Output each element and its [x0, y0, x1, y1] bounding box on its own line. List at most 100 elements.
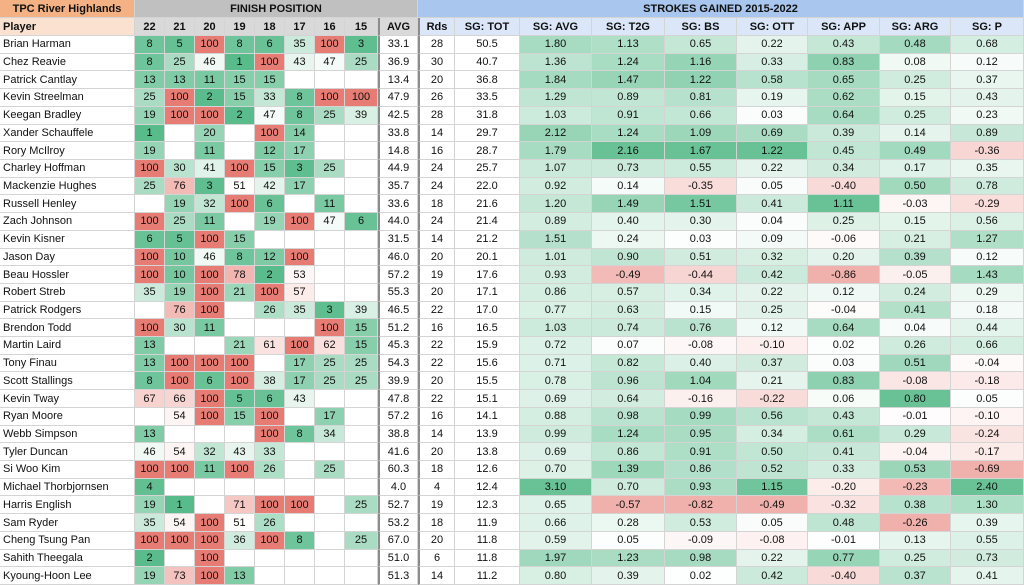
- player-name: Zach Johnson: [0, 213, 135, 231]
- rounds-cell: 22: [418, 337, 455, 355]
- finish-cell: [285, 71, 315, 90]
- avg-cell: 52.7: [378, 496, 418, 515]
- finish-cell: 62: [315, 337, 345, 355]
- finish-cell: [255, 478, 285, 497]
- finish-cell: 17: [285, 372, 315, 391]
- finish-cell: 15: [345, 319, 378, 338]
- sg-cell: 14.1: [455, 407, 520, 426]
- sg-cell: 0.43: [951, 89, 1024, 107]
- finish-cell: 8: [135, 372, 165, 391]
- finish-cell: [315, 177, 345, 196]
- sg-cell: 0.40: [592, 213, 665, 231]
- finish-cell: 25: [345, 531, 378, 550]
- column-header: 20: [195, 18, 225, 36]
- sg-cell: 1.27: [951, 230, 1024, 249]
- sg-cell: 0.39: [951, 514, 1024, 532]
- player-name: Ryan Moore: [0, 407, 135, 426]
- finish-cell: [345, 443, 378, 462]
- avg-cell: 45.3: [378, 337, 418, 355]
- sg-cell: 0.52: [737, 461, 808, 479]
- sg-cell: 17.0: [455, 301, 520, 320]
- finish-cell: 100: [165, 89, 195, 107]
- finish-cell: [285, 195, 315, 214]
- finish-cell: 100: [195, 354, 225, 373]
- finish-cell: [225, 142, 255, 160]
- finish-cell: 35: [285, 301, 315, 320]
- rounds-cell: 20: [418, 248, 455, 267]
- sg-cell: 1.23: [592, 549, 665, 568]
- sg-cell: 0.68: [951, 36, 1024, 54]
- finish-cell: 25: [345, 496, 378, 515]
- sg-cell: 17.1: [455, 283, 520, 302]
- finish-cell: 100: [285, 248, 315, 267]
- sg-cell: -0.03: [880, 195, 951, 214]
- finish-cell: 54: [165, 443, 195, 462]
- player-name: Webb Simpson: [0, 425, 135, 444]
- finish-cell: [285, 461, 315, 479]
- avg-cell: 4.0: [378, 478, 418, 497]
- sg-cell: 15.6: [455, 354, 520, 373]
- rounds-cell: 24: [418, 213, 455, 231]
- sg-cell: 1.51: [520, 230, 592, 249]
- avg-cell: 33.6: [378, 195, 418, 214]
- column-header: SG: TOT: [455, 18, 520, 36]
- finish-cell: [315, 124, 345, 143]
- rounds-cell: 26: [418, 89, 455, 107]
- sg-cell: -0.44: [665, 266, 737, 284]
- sg-cell: 0.56: [737, 407, 808, 426]
- sg-cell: 0.56: [951, 213, 1024, 231]
- sg-cell: 0.24: [592, 230, 665, 249]
- finish-cell: 11: [195, 71, 225, 90]
- finish-cell: [225, 319, 255, 338]
- avg-cell: 44.9: [378, 159, 418, 178]
- rounds-cell: 16: [418, 142, 455, 160]
- sg-cell: 0.64: [592, 390, 665, 408]
- player-name: Sam Ryder: [0, 514, 135, 532]
- finish-cell: 36: [225, 531, 255, 550]
- sg-cell: 0.93: [520, 266, 592, 284]
- sg-cell: 3.10: [520, 478, 592, 497]
- finish-cell: [225, 124, 255, 143]
- avg-cell: 35.7: [378, 177, 418, 196]
- sg-cell: 1.04: [665, 372, 737, 391]
- finish-cell: 5: [225, 390, 255, 408]
- finish-cell: 11: [195, 213, 225, 231]
- finish-cell: 26: [255, 514, 285, 532]
- avg-cell: 67.0: [378, 531, 418, 550]
- finish-cell: 38: [255, 372, 285, 391]
- sg-cell: 21.2: [455, 230, 520, 249]
- sg-cell: 0.07: [592, 337, 665, 355]
- column-header: 15: [345, 18, 378, 36]
- sg-cell: 0.45: [808, 142, 880, 160]
- finish-cell: 11: [195, 461, 225, 479]
- finish-cell: 100: [255, 531, 285, 550]
- finish-cell: 76: [165, 301, 195, 320]
- finish-cell: 46: [195, 248, 225, 267]
- finish-cell: 3: [285, 159, 315, 178]
- finish-cell: 57: [285, 283, 315, 302]
- sg-cell: 25.7: [455, 159, 520, 178]
- sg-cell: 28.7: [455, 142, 520, 160]
- sg-cell: 1.49: [592, 195, 665, 214]
- sg-cell: 0.13: [880, 531, 951, 550]
- sg-cell: 12.3: [455, 496, 520, 515]
- finish-cell: 100: [285, 496, 315, 515]
- finish-cell: [315, 71, 345, 90]
- finish-cell: 8: [285, 89, 315, 107]
- finish-cell: [345, 71, 378, 90]
- sg-cell: -0.29: [951, 195, 1024, 214]
- sg-cell: 0.78: [520, 372, 592, 391]
- finish-cell: [285, 478, 315, 497]
- sg-cell: 0.05: [592, 531, 665, 550]
- sg-cell: 0.37: [951, 71, 1024, 90]
- player-name: Kyoung-Hoon Lee: [0, 567, 135, 585]
- finish-cell: [285, 230, 315, 249]
- finish-cell: 100: [135, 159, 165, 178]
- player-name: Harris English: [0, 496, 135, 515]
- sg-cell: 13.8: [455, 443, 520, 462]
- finish-cell: 19: [165, 283, 195, 302]
- finish-cell: [135, 195, 165, 214]
- sg-cell: -0.04: [951, 354, 1024, 373]
- finish-cell: 32: [195, 443, 225, 462]
